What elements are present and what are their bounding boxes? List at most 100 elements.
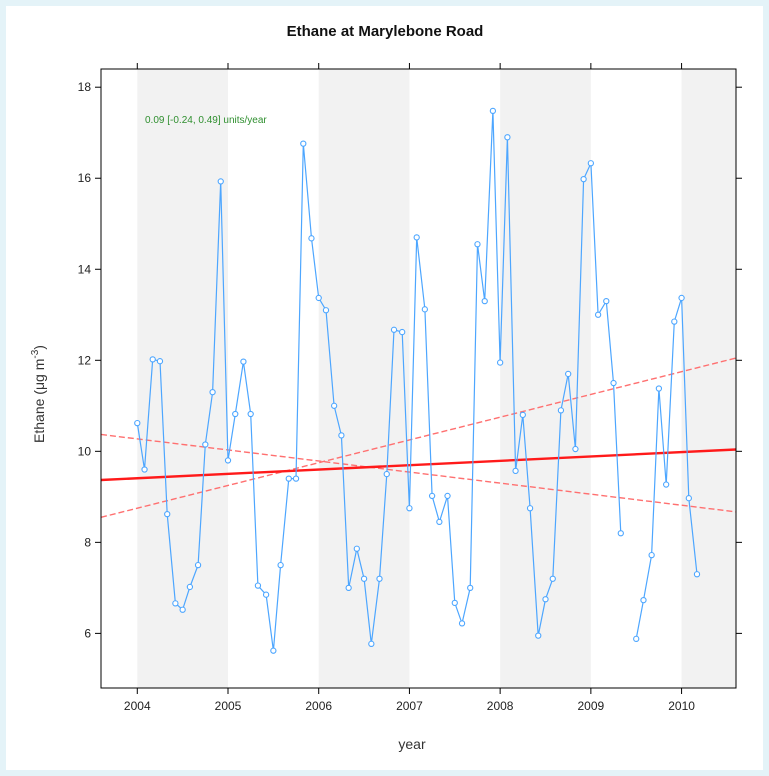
data-point-0-3 bbox=[156, 358, 164, 365]
y-axis-label: Ethane (μg m-3) bbox=[30, 345, 47, 443]
y-tick-label-5: 16 bbox=[78, 171, 92, 185]
data-point-1-8 bbox=[693, 571, 701, 578]
year-shade-band-1 bbox=[318, 69, 410, 688]
data-point-0-45 bbox=[474, 241, 481, 248]
data-point-1-2 bbox=[648, 551, 655, 559]
data-point-1-1 bbox=[640, 597, 647, 604]
y-tick-label-2: 10 bbox=[78, 444, 92, 458]
data-point-0-5 bbox=[172, 600, 179, 607]
data-point-0-7 bbox=[186, 583, 194, 591]
data-point-0-2 bbox=[149, 356, 156, 363]
data-point-0-21 bbox=[292, 475, 300, 482]
plot-border bbox=[100, 68, 737, 689]
data-point-0-11 bbox=[217, 178, 224, 185]
x-tick-label-2: 2006 bbox=[305, 699, 332, 713]
data-point-0-32 bbox=[376, 575, 383, 582]
year-shade-band-3 bbox=[681, 69, 736, 688]
data-point-0-47 bbox=[489, 107, 497, 115]
x-axis-label: year bbox=[398, 736, 426, 752]
data-point-0-20 bbox=[285, 475, 292, 482]
data-point-0-17 bbox=[262, 591, 270, 598]
data-point-0-14 bbox=[240, 358, 247, 365]
chart-frame: Ethane at Marylebone Road 2004 2005 2006 20… bbox=[6, 6, 763, 770]
data-point-0-36 bbox=[406, 505, 413, 512]
data-point-1-4 bbox=[663, 481, 670, 488]
data-point-0-35 bbox=[399, 328, 406, 336]
data-point-0-24 bbox=[315, 294, 322, 302]
data-point-0-16 bbox=[254, 582, 262, 589]
data-point-0-33 bbox=[383, 470, 390, 478]
data-point-0-61 bbox=[594, 311, 602, 318]
data-point-0-51 bbox=[519, 411, 526, 419]
data-point-1-3 bbox=[655, 385, 663, 392]
data-point-0-12 bbox=[224, 457, 232, 464]
trend-line-layer bbox=[100, 448, 737, 482]
data-point-0-64 bbox=[617, 530, 624, 537]
trend-ci-line-1 bbox=[100, 433, 737, 513]
data-point-0-31 bbox=[368, 640, 375, 648]
y-axis-label-close: ) bbox=[31, 345, 47, 350]
ethane-time-series-chart: Ethane at Marylebone Road 2004 2005 2006 20… bbox=[30, 23, 742, 752]
x-tick-label-3: 2007 bbox=[396, 699, 423, 713]
data-point-0-34 bbox=[390, 326, 398, 333]
data-point-0-8 bbox=[194, 561, 202, 569]
data-point-0-58 bbox=[572, 445, 579, 453]
data-point-0-43 bbox=[458, 620, 466, 627]
data-point-0-37 bbox=[413, 234, 420, 241]
data-point-1-5 bbox=[671, 318, 678, 325]
data-point-0-57 bbox=[565, 370, 572, 378]
data-point-0-60 bbox=[587, 160, 595, 167]
data-point-0-18 bbox=[270, 647, 277, 654]
y-axis-label-main: Ethane (μg m bbox=[31, 359, 47, 443]
data-point-0-41 bbox=[444, 492, 451, 500]
axes: 2004 2005 2006 2007 2008 2009 2010 6 8 10 12 14 16 18 bbox=[78, 63, 742, 713]
data-point-0-0 bbox=[134, 419, 141, 427]
data-point-0-42 bbox=[451, 599, 458, 607]
trend-line bbox=[100, 448, 737, 482]
year-shading bbox=[137, 69, 736, 688]
data-point-0-56 bbox=[557, 407, 565, 414]
y-tick-label-4: 14 bbox=[78, 262, 92, 276]
data-point-1-0 bbox=[633, 635, 640, 642]
y-tick-label-6: 18 bbox=[78, 80, 92, 94]
data-point-0-46 bbox=[481, 297, 488, 305]
data-point-0-39 bbox=[428, 492, 436, 500]
data-point-0-50 bbox=[512, 467, 519, 475]
data-point-0-54 bbox=[542, 596, 549, 603]
data-point-0-13 bbox=[232, 410, 239, 418]
data-point-0-28 bbox=[345, 584, 352, 592]
data-point-0-22 bbox=[300, 140, 307, 147]
y-tick-label-0: 6 bbox=[84, 626, 91, 640]
data-point-0-19 bbox=[277, 561, 284, 569]
trend-annotation: 0.09 [-0.24, 0.49] units/year bbox=[145, 115, 267, 126]
data-point-0-26 bbox=[330, 402, 338, 409]
data-point-1-7 bbox=[685, 495, 692, 502]
data-point-0-23 bbox=[308, 235, 315, 242]
data-point-0-29 bbox=[353, 545, 360, 552]
x-tick-label-5: 2009 bbox=[578, 699, 605, 713]
y-tick-label-3: 12 bbox=[78, 353, 92, 367]
data-point-1-6 bbox=[678, 294, 685, 302]
data-point-0-49 bbox=[504, 134, 511, 141]
data-point-0-10 bbox=[209, 389, 216, 396]
y-axis-label-superscript: -3 bbox=[30, 349, 41, 358]
data-point-0-6 bbox=[179, 606, 186, 613]
y-tick-label-1: 8 bbox=[84, 535, 91, 549]
data-point-0-30 bbox=[360, 575, 368, 582]
data-point-0-9 bbox=[202, 441, 209, 448]
data-point-0-53 bbox=[535, 632, 542, 639]
data-point-0-63 bbox=[610, 379, 617, 387]
data-point-0-48 bbox=[496, 359, 504, 366]
data-point-0-62 bbox=[603, 297, 610, 305]
x-tick-label-1: 2005 bbox=[215, 699, 242, 713]
chart-title: Ethane at Marylebone Road bbox=[287, 23, 484, 40]
data-point-0-44 bbox=[467, 584, 474, 592]
trend-confidence-lines bbox=[100, 357, 737, 518]
data-point-0-52 bbox=[526, 505, 534, 512]
year-shade-band-2 bbox=[500, 69, 591, 688]
data-point-0-55 bbox=[549, 575, 556, 582]
data-point-0-40 bbox=[436, 518, 443, 526]
data-point-0-4 bbox=[164, 510, 171, 518]
trend-ci-line-0 bbox=[100, 357, 737, 518]
x-tick-label-4: 2008 bbox=[487, 699, 514, 713]
